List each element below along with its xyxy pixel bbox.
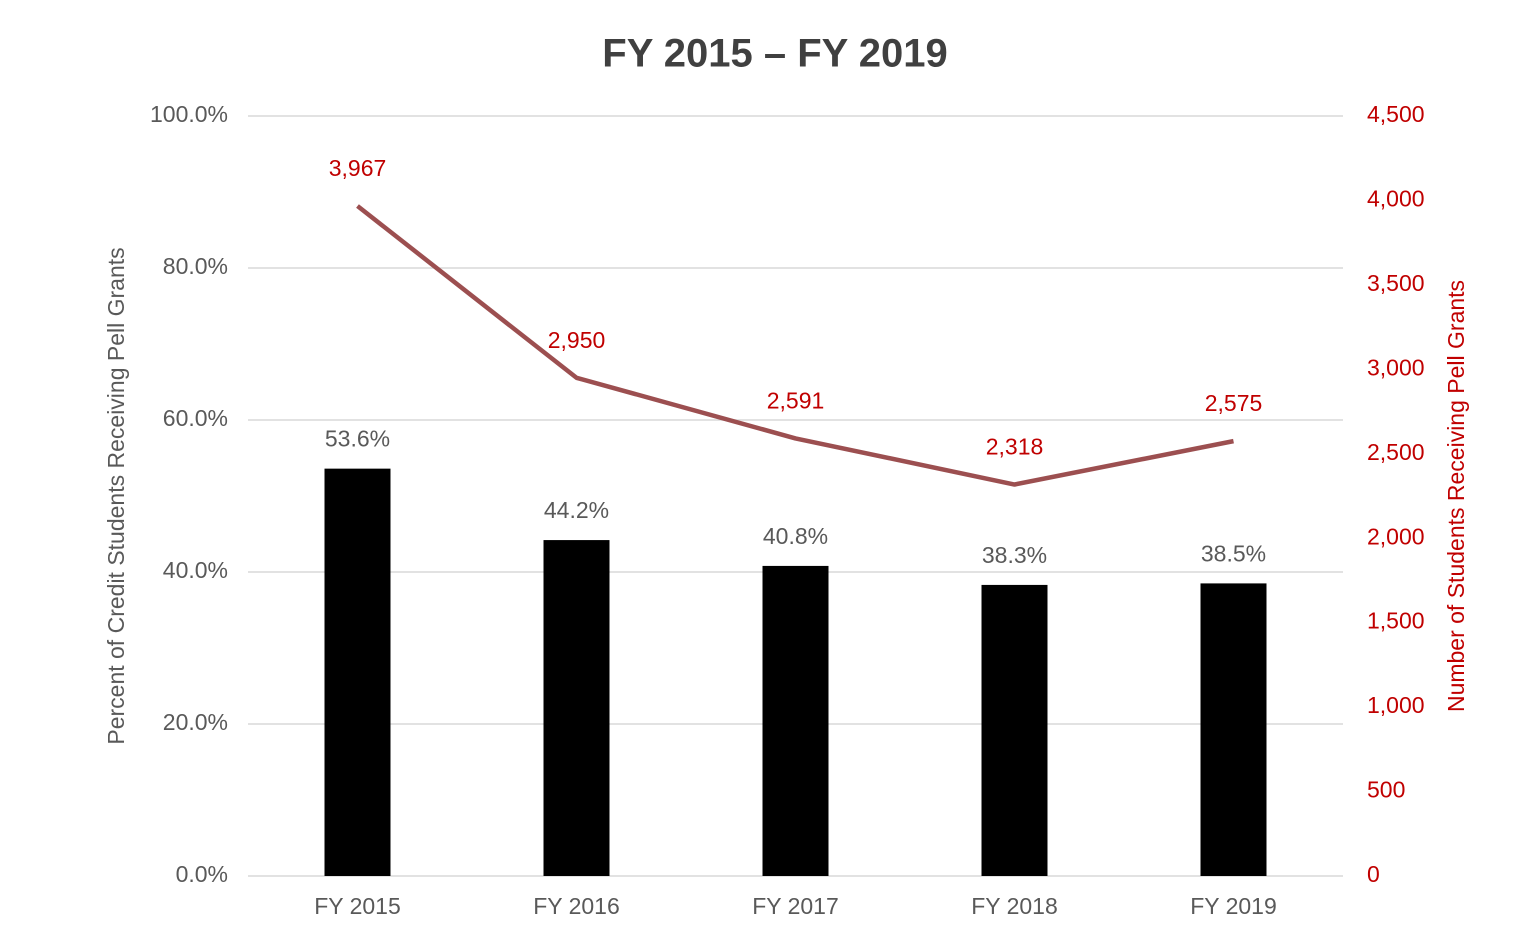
- y2-tick-label: 3,500: [1367, 270, 1425, 296]
- x-tick-label: FY 2018: [971, 893, 1058, 919]
- y2-tick-label: 0: [1367, 861, 1380, 887]
- line-value-label: 2,591: [767, 387, 825, 413]
- y2-tick-label: 1,500: [1367, 608, 1425, 634]
- y2-tick-label: 2,000: [1367, 523, 1425, 549]
- bar: [324, 468, 391, 876]
- y-tick-label: 40.0%: [163, 557, 228, 583]
- y2-axis-label: Number of Students Receiving Pell Grants: [1443, 280, 1469, 712]
- y2-tick-label: 2,500: [1367, 439, 1425, 465]
- bar-value-label: 44.2%: [544, 497, 609, 523]
- bar: [543, 540, 610, 876]
- line: [356, 204, 1234, 487]
- y2-tick-label: 3,000: [1367, 354, 1425, 380]
- bar: [762, 565, 829, 876]
- bar: [1200, 583, 1267, 876]
- bar-value-label: 40.8%: [763, 523, 828, 549]
- y2-tick-label: 4,500: [1367, 101, 1425, 127]
- y-tick-label: 60.0%: [163, 405, 228, 431]
- line-value-label: 2,318: [986, 434, 1044, 460]
- x-tick-label: FY 2015: [314, 893, 401, 919]
- bar-value-label: 38.5%: [1201, 540, 1266, 566]
- line-value-label: 2,950: [548, 327, 606, 353]
- chart-title: FY 2015 – FY 2019: [602, 32, 947, 76]
- y2-tick-label: 500: [1367, 777, 1405, 803]
- bar: [981, 584, 1048, 876]
- line-value-label: 3,967: [329, 155, 387, 181]
- y-tick-label: 0.0%: [176, 861, 228, 887]
- y2-tick-label: 1,000: [1367, 692, 1425, 718]
- y2-tick-label: 4,000: [1367, 186, 1425, 212]
- x-tick-label: FY 2016: [533, 893, 620, 919]
- bar-value-label: 53.6%: [325, 426, 390, 452]
- line-value-label: 2,575: [1205, 390, 1263, 416]
- bar-value-label: 38.3%: [982, 542, 1047, 568]
- x-tick-label: FY 2017: [752, 893, 839, 919]
- y-tick-label: 20.0%: [163, 709, 228, 735]
- y-tick-label: 100.0%: [150, 101, 228, 127]
- x-tick-label: FY 2019: [1190, 893, 1277, 919]
- y-axis-label: Percent of Credit Students Receiving Pel…: [103, 247, 129, 744]
- y-tick-label: 80.0%: [163, 253, 228, 279]
